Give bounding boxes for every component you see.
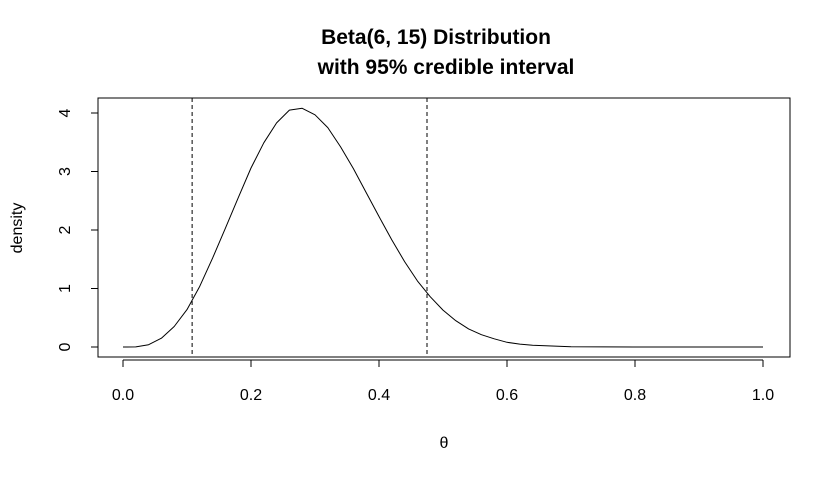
x-tick-label: 0.4 xyxy=(368,387,390,404)
y-axis-label: density xyxy=(9,203,26,254)
credible-interval-lines xyxy=(191,98,428,357)
chart-title-line-2: with 95% credible interval xyxy=(317,56,575,79)
y-tick-label: 4 xyxy=(57,108,74,117)
y-tick-label: 0 xyxy=(57,342,74,351)
x-tick-label: 0.0 xyxy=(112,387,134,404)
plot-frame xyxy=(97,97,791,358)
y-tick-label: 2 xyxy=(57,225,74,234)
chart-title-line-1: Beta(6, 15) Distribution xyxy=(321,26,551,49)
x-tick-label: 1.0 xyxy=(752,387,774,404)
x-axis-label: θ xyxy=(440,435,449,452)
x-axis: 0.0 0.2 0.4 0.6 0.8 1.0 xyxy=(112,359,774,404)
y-tick-label: 3 xyxy=(57,167,74,176)
density-curve-group xyxy=(122,107,763,348)
x-tick-label: 0.2 xyxy=(240,387,262,404)
x-tick-label: 0.6 xyxy=(496,387,518,404)
density-curve xyxy=(122,107,763,348)
y-tick-label: 1 xyxy=(57,284,74,293)
y-axis: 0 1 2 3 4 xyxy=(57,108,99,351)
x-tick-label: 0.8 xyxy=(624,387,646,404)
